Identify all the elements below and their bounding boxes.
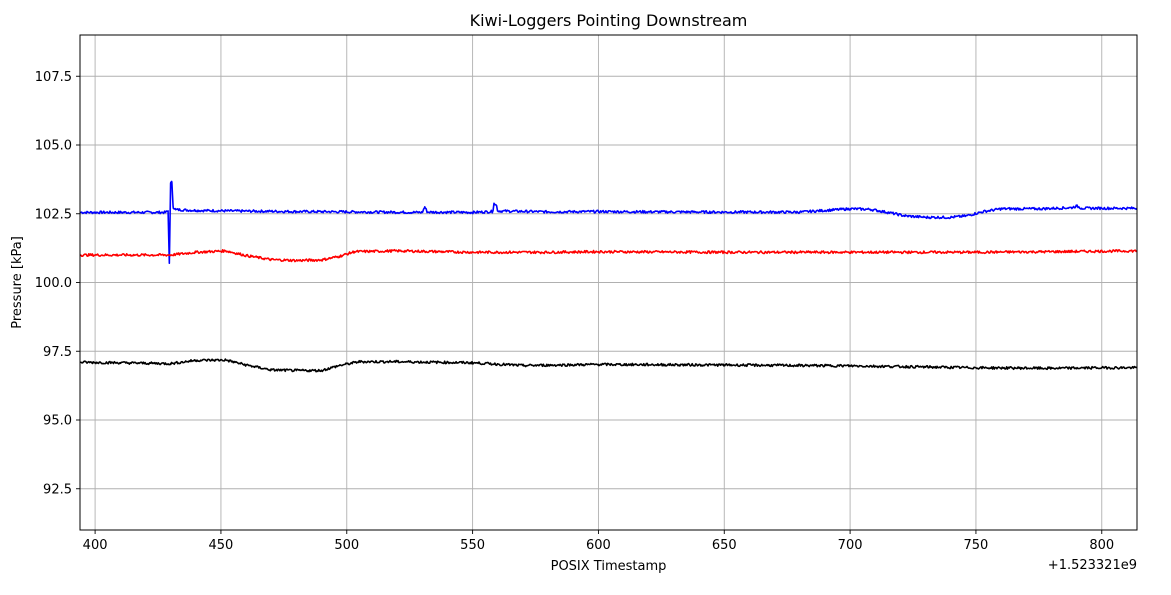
x-tick-label: 600 — [586, 538, 611, 553]
chart-title: Kiwi-Loggers Pointing Downstream — [470, 11, 748, 30]
axis-ticks: 400 450 500 550 600 650 700 750 800 92.5 95.0 97.5 1… — [35, 70, 1114, 553]
series-group — [79, 180, 1138, 373]
x-tick-label: 550 — [460, 538, 485, 553]
y-tick-label: 105.0 — [35, 139, 72, 154]
x-axis-offset-label: +1.523321e9 — [1048, 558, 1137, 573]
series-line-3 — [79, 358, 1138, 373]
y-tick-label: 92.5 — [43, 482, 72, 497]
y-tick-label: 102.5 — [35, 207, 72, 222]
x-tick-label: 500 — [334, 538, 359, 553]
x-tick-label: 700 — [838, 538, 863, 553]
series-line-1 — [79, 180, 1138, 265]
grid — [80, 35, 1137, 530]
x-tick-label: 450 — [209, 538, 234, 553]
y-tick-label: 100.0 — [35, 276, 72, 291]
x-axis-label: POSIX Timestamp — [551, 559, 667, 574]
x-tick-label: 650 — [712, 538, 737, 553]
x-tick-label: 800 — [1089, 538, 1114, 553]
x-tick-label: 400 — [83, 538, 108, 553]
y-tick-label: 95.0 — [43, 414, 72, 429]
series-line-2 — [79, 248, 1138, 263]
y-tick-label: 107.5 — [35, 70, 72, 85]
x-tick-label: 750 — [964, 538, 989, 553]
y-tick-label: 97.5 — [43, 345, 72, 360]
y-axis-label: Pressure [kPa] — [10, 236, 25, 329]
